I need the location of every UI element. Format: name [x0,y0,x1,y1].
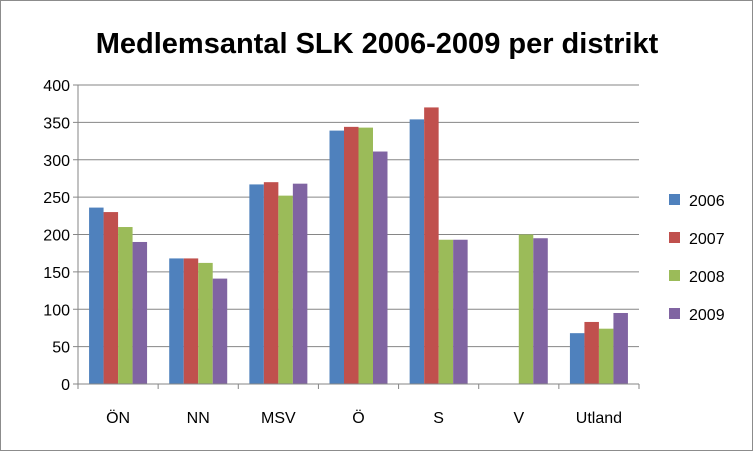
y-tick-label: 200 [43,228,70,245]
bar-2007-ÖN [103,212,119,384]
y-tick-label: 150 [43,265,70,282]
bar-2007-MSV [263,182,279,384]
legend-swatch-2009 [669,308,680,319]
x-tick-label: S [433,410,444,427]
bar-2008-S [438,239,454,384]
legend-label: 2008 [689,269,725,286]
x-tick-label: ÖN [106,409,130,427]
bar-2008-Utland [598,328,614,384]
bar-2008-MSV [278,195,293,384]
y-tick-label: 400 [43,78,70,95]
x-tick-label: MSV [261,410,296,427]
bar-2006-ÖN [89,207,104,384]
x-tick-label: NN [187,410,210,427]
y-tick-label: 350 [43,115,70,132]
bar-2007-Ö [344,126,359,385]
bar-2009-V [533,238,548,384]
bar-2009-Ö [373,151,388,384]
bar-2008-NN [198,262,213,384]
legend-swatch-2006 [669,194,680,205]
bar-2009-ÖN [132,241,148,384]
bar-2006-Ö [329,130,344,384]
bar-2006-MSV [249,184,264,384]
chart-title: Medlemsantal SLK 2006-2009 per distrikt [96,28,659,60]
bar-2009-S [453,239,468,384]
legend: 2006 2007 2008 2009 [669,193,725,324]
bar-2006-NN [169,258,184,384]
x-tick-label: V [513,410,524,427]
legend-label: 2007 [689,231,725,248]
y-tick-label: 0 [61,377,70,394]
bar-2007-Utland [584,321,599,384]
y-tick-label: 250 [43,190,70,207]
axes [73,84,640,389]
bar-2008-V [518,234,534,384]
legend-swatch-2008 [669,270,680,281]
bar-2008-ÖN [118,227,133,384]
bar-2006-S [409,119,425,384]
bar-2009-MSV [292,183,308,384]
bar-2007-NN [183,258,199,384]
y-tick-label: 100 [43,302,70,319]
bar-2007-S [424,107,439,385]
y-tick-label: 300 [43,153,70,170]
x-tick-label: Ö [352,409,364,427]
bars [89,107,628,385]
y-tick-label: 50 [52,340,70,357]
x-tick-labels: ÖN NN MSV Ö S V Utland [106,409,622,427]
legend-label: 2006 [689,193,725,210]
y-tick-labels: 0 50 100 150 200 250 300 350 400 [43,78,70,394]
legend-swatch-2007 [669,232,680,243]
x-tick-label: Utland [576,410,622,427]
bar-2006-Utland [569,333,585,384]
legend-label: 2009 [689,307,725,324]
bar-2009-NN [212,278,228,384]
bar-2009-Utland [613,312,628,384]
bar-2008-Ö [358,127,373,385]
